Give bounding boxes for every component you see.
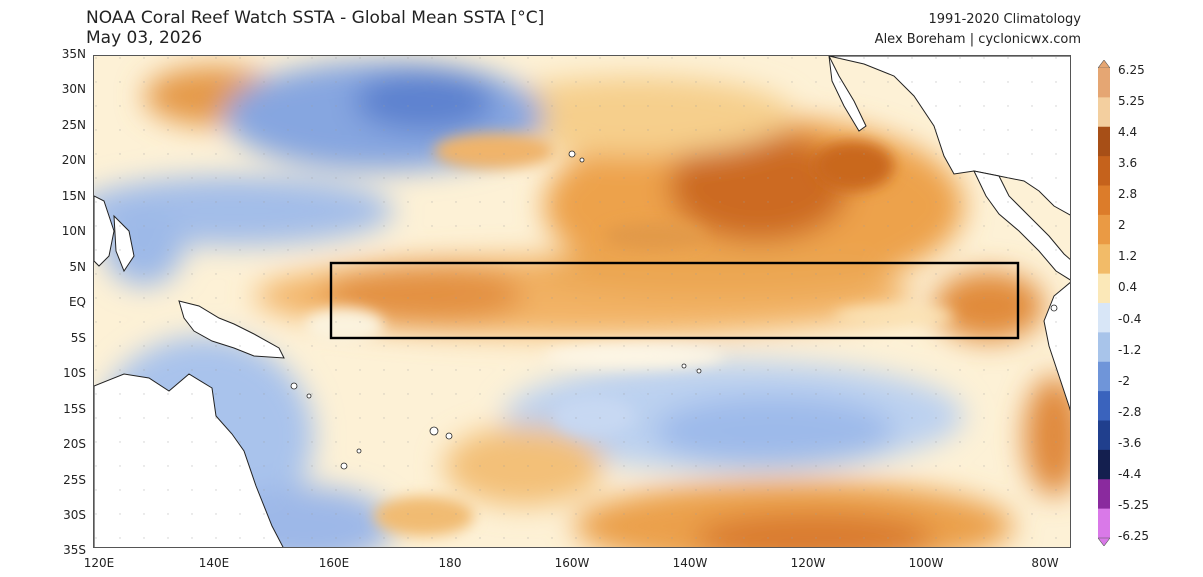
lat-tick: 35N — [61, 47, 86, 61]
colorbar-label: 6.25 — [1118, 63, 1145, 77]
colorbar-segment — [1098, 68, 1110, 98]
colorbar-segment — [1098, 244, 1110, 275]
colorbar-label: -0.4 — [1118, 311, 1142, 326]
lon-tick: 100W — [908, 556, 944, 570]
colorbar — [1098, 60, 1110, 546]
lon-tick: 140W — [672, 556, 708, 570]
lat-tick: 15S — [63, 402, 86, 416]
lat-tick: 5S — [70, 331, 86, 345]
colorbar-label: -1.2 — [1118, 342, 1142, 357]
colorbar-segment — [1098, 332, 1110, 363]
colorbar-label: 1.2 — [1118, 249, 1138, 264]
colorbar-label: -2 — [1118, 373, 1130, 388]
lat-tick: 20N — [61, 153, 86, 167]
lon-tick: 160W — [554, 556, 590, 570]
climatology-label: 1991-2020 Climatology — [928, 12, 1081, 27]
colorbar-label: 0.4 — [1118, 280, 1138, 295]
colorbar-label: 5.25 — [1118, 94, 1145, 109]
ssta-map-canvas — [94, 56, 1070, 547]
colorbar-label: -3.6 — [1118, 435, 1142, 450]
colorbar-segment — [1098, 97, 1110, 128]
colorbar-segment — [1098, 391, 1110, 421]
lat-tick: EQ — [68, 295, 86, 309]
lon-tick: 120W — [790, 556, 826, 570]
colorbar-segment — [1098, 214, 1110, 245]
author-credit: Alex Boreham | cyclonicwx.com — [874, 32, 1081, 47]
map-date: May 03, 2026 — [86, 28, 203, 48]
colorbar-segment — [1098, 361, 1110, 392]
colorbar-segment — [1098, 508, 1110, 539]
colorbar-segment — [1098, 185, 1110, 216]
lon-tick: 140E — [198, 556, 230, 570]
colorbar-label: 4.4 — [1118, 125, 1138, 140]
lon-tick: 160E — [318, 556, 350, 570]
colorbar-label: 2 — [1118, 218, 1126, 233]
lat-tick: 5N — [69, 260, 86, 274]
colorbar-segment — [1098, 420, 1110, 451]
lat-tick: 30S — [63, 508, 86, 522]
lon-tick: 180 — [438, 556, 462, 570]
lat-tick: 15N — [61, 189, 86, 203]
lon-tick: 80W — [1031, 556, 1059, 570]
colorbar-label: -5.25 — [1118, 497, 1150, 512]
colorbar-label: 2.8 — [1118, 187, 1138, 202]
lat-tick: 30N — [61, 82, 86, 96]
colorbar-label: -4.4 — [1118, 466, 1142, 481]
lat-tick: 25S — [63, 473, 86, 487]
lat-tick: 35S — [63, 543, 86, 557]
map-title-block: NOAA Coral Reef Watch SSTA - Global Mean… — [86, 8, 544, 48]
colorbar-segment — [1098, 479, 1110, 510]
colorbar-label: 3.6 — [1118, 156, 1138, 171]
colorbar-segment — [1098, 303, 1110, 333]
lat-tick: 25N — [61, 118, 86, 132]
nino-region-box — [329, 261, 1020, 340]
colorbar-segment — [1098, 449, 1110, 480]
colorbar-label: -2.8 — [1118, 404, 1142, 419]
lon-tick: 120E — [83, 556, 115, 570]
colorbar-segment — [1098, 156, 1110, 186]
ssta-map — [93, 55, 1071, 548]
map-title: NOAA Coral Reef Watch SSTA - Global Mean… — [86, 8, 545, 28]
colorbar-label: -6.25 — [1118, 529, 1150, 543]
credit-block: 1991-2020 Climatology Alex Boreham | cyc… — [875, 10, 1081, 50]
lat-tick: 10S — [63, 366, 86, 380]
colorbar-segment — [1098, 126, 1110, 157]
lat-tick: 20S — [63, 437, 86, 451]
lat-tick: 10N — [61, 224, 86, 238]
colorbar-segment — [1098, 273, 1110, 304]
